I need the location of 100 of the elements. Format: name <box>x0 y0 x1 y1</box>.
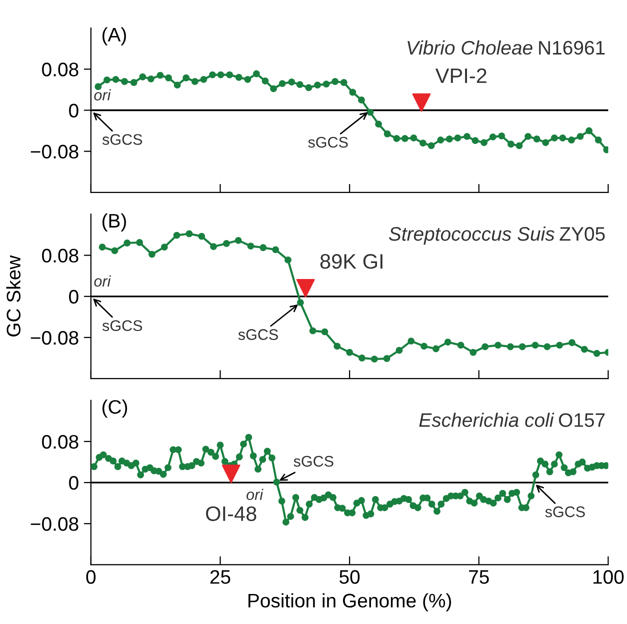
series-label: VPI-2 <box>435 68 486 83</box>
point <box>332 78 339 85</box>
chart-title: Vibrio Choleae N16961 <box>408 40 605 55</box>
point <box>200 76 208 83</box>
point <box>244 76 252 83</box>
point <box>314 82 321 89</box>
point <box>222 240 230 247</box>
point <box>139 73 146 80</box>
point <box>182 74 190 82</box>
point <box>506 343 514 350</box>
x-axis-title: Position in Genome (%) <box>248 593 452 612</box>
point <box>408 338 415 345</box>
point <box>556 342 564 349</box>
annotation: sGCS <box>308 136 348 148</box>
annotation: ori <box>94 89 112 100</box>
point <box>103 76 110 84</box>
point <box>346 348 354 356</box>
point <box>401 135 408 142</box>
point <box>494 342 502 349</box>
annotation: sGCS <box>294 456 334 467</box>
point <box>559 134 566 142</box>
annotation: sGCS <box>238 329 278 340</box>
point <box>457 342 464 349</box>
point <box>147 75 154 82</box>
point <box>498 132 506 140</box>
point <box>437 136 444 144</box>
x-tick-label: 25 <box>210 570 230 584</box>
y-tick-label: 0.08 <box>42 62 78 76</box>
point <box>272 246 280 254</box>
point <box>482 343 489 350</box>
x-tick-label: 100 <box>593 570 624 584</box>
y-tick-label: 0 <box>69 476 78 490</box>
y-tick-label: 0 <box>69 290 78 304</box>
point <box>586 127 593 134</box>
point <box>288 78 296 86</box>
annotation: ori <box>94 275 112 287</box>
annotation: (C) <box>102 400 128 418</box>
point <box>580 346 588 353</box>
point <box>444 338 452 346</box>
point <box>507 140 514 148</box>
text: Streptococcus Suis ZY05 <box>388 226 605 245</box>
point <box>296 81 304 88</box>
point <box>470 348 477 356</box>
point <box>375 120 382 128</box>
point <box>260 244 267 252</box>
point <box>198 232 206 240</box>
point <box>383 355 390 362</box>
point <box>296 299 304 306</box>
point <box>321 328 328 336</box>
point <box>173 232 180 239</box>
point <box>446 136 453 142</box>
annotation: sGCS <box>102 320 142 332</box>
point <box>234 236 242 244</box>
x-tick-label: 0 <box>86 570 96 584</box>
y-tick-label: 0 <box>69 104 78 118</box>
point <box>112 76 120 83</box>
point <box>284 256 292 264</box>
point <box>480 139 488 146</box>
point <box>136 239 144 246</box>
point <box>454 134 462 142</box>
point <box>518 343 526 350</box>
point <box>270 85 277 92</box>
point <box>247 242 254 250</box>
point <box>334 342 341 350</box>
point <box>130 79 138 86</box>
y-tick-label: 0.08 <box>42 434 78 449</box>
point <box>464 132 470 140</box>
point <box>98 244 106 251</box>
point <box>217 71 224 78</box>
point <box>186 230 193 238</box>
point <box>235 74 242 81</box>
y-tick-label: −0.08 <box>30 330 78 345</box>
point <box>209 71 216 78</box>
point <box>358 96 365 104</box>
point <box>124 240 131 246</box>
annotation: sGCS <box>545 506 585 518</box>
point <box>358 354 366 362</box>
point <box>262 78 269 84</box>
y-tick-label: −0.08 <box>30 517 78 531</box>
annotation: sGCS <box>102 134 142 145</box>
point <box>384 130 391 138</box>
point <box>370 356 378 363</box>
point <box>544 343 551 350</box>
point <box>349 88 356 96</box>
point <box>160 244 168 251</box>
point <box>594 136 602 144</box>
point <box>191 78 198 85</box>
point <box>568 136 575 144</box>
point <box>305 84 312 92</box>
point <box>550 134 558 142</box>
y-tick-label: 0.08 <box>42 248 78 263</box>
point <box>472 137 479 144</box>
point <box>340 79 348 86</box>
point <box>278 80 286 88</box>
point <box>396 346 403 354</box>
point <box>489 133 496 140</box>
series-label: 89K GI <box>320 254 382 269</box>
point <box>593 350 600 357</box>
point <box>322 80 330 88</box>
point <box>532 342 539 349</box>
